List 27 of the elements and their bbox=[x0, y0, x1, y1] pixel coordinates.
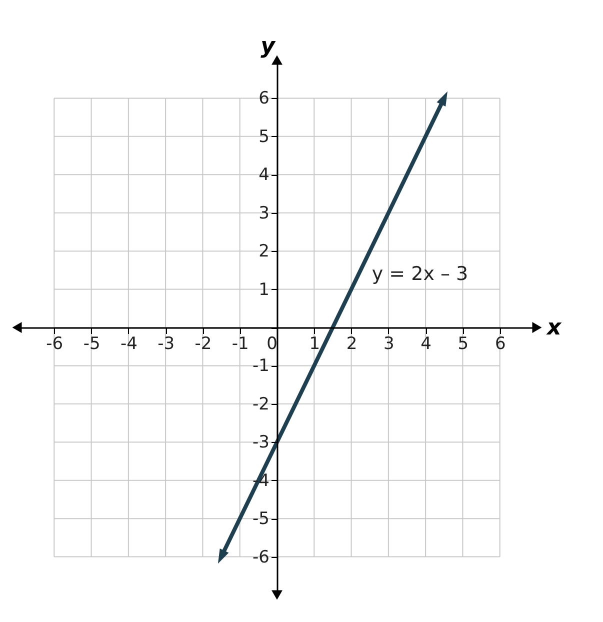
y-tick-label: -3 bbox=[252, 432, 270, 453]
x-tick-label: 5 bbox=[458, 334, 469, 354]
x-tick-label: -4 bbox=[120, 334, 138, 354]
y-tick-label: 5 bbox=[258, 126, 270, 147]
x-tick-label: 3 bbox=[384, 334, 394, 354]
x-tick-label: 2 bbox=[346, 334, 358, 354]
x-tick-label: 4 bbox=[420, 334, 432, 354]
y-tick-label: 3 bbox=[258, 203, 270, 224]
y-tick-label: 6 bbox=[258, 88, 270, 109]
y-axis-title: y bbox=[260, 34, 277, 59]
y-tick-label: -2 bbox=[252, 394, 270, 414]
x-tick-label: -2 bbox=[194, 334, 212, 354]
x-tick-label: 0 bbox=[266, 334, 278, 354]
x-axis-title: x bbox=[546, 316, 562, 340]
y-tick-label: -6 bbox=[252, 547, 270, 568]
x-tick-label: -5 bbox=[83, 334, 100, 354]
x-tick-label: -1 bbox=[232, 334, 249, 354]
x-tick-label: 6 bbox=[494, 334, 506, 354]
y-tick-label: 4 bbox=[258, 165, 270, 186]
y-tick-label: -5 bbox=[252, 509, 270, 530]
y-tick-label: -1 bbox=[252, 356, 270, 376]
annotation: y = 2x – 3 bbox=[372, 263, 468, 285]
x-tick-label: -3 bbox=[158, 334, 175, 354]
x-tick-label: 1 bbox=[309, 334, 320, 354]
y-tick-label: 2 bbox=[258, 242, 270, 262]
x-tick-label: -6 bbox=[46, 334, 64, 354]
y-tick-label: 1 bbox=[258, 280, 270, 300]
